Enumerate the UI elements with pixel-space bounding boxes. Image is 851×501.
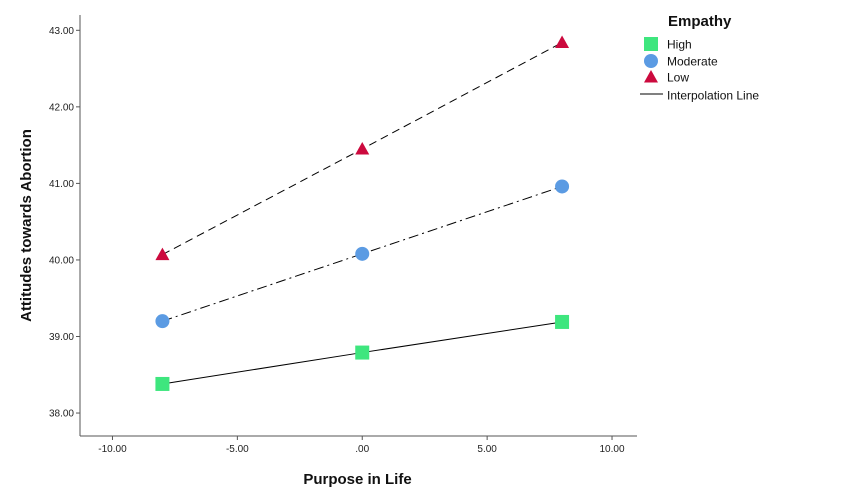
point-moderate [555, 179, 570, 194]
point-moderate [155, 314, 170, 329]
legend-symbol-moderate [644, 54, 658, 68]
x-tick-label: 10.00 [600, 444, 625, 455]
point-high [155, 376, 170, 391]
point-high [555, 314, 570, 329]
point-moderate [355, 246, 370, 261]
legend-label-low: Low [667, 71, 689, 85]
y-tick-label: 41.00 [49, 179, 74, 190]
interpolation-lines [162, 42, 563, 385]
y-tick-label: 38.00 [49, 409, 74, 420]
y-tick-label: 39.00 [49, 332, 74, 343]
legend-symbol-low [644, 70, 658, 83]
x-tick-label: 5.00 [477, 444, 497, 455]
y-tick-label: 43.00 [49, 26, 74, 37]
x-tick-label: -5.00 [226, 444, 249, 455]
legend-label-moderate: Moderate [667, 55, 718, 69]
point-low [155, 247, 170, 261]
tick-labels: 38.00 39.00 40.00 41.00 42.00 43.00 -10.00 -5.0… [49, 26, 625, 455]
point-low [555, 35, 570, 49]
legend: Empathy High Moderate Low Interpolation Lin… [640, 13, 759, 103]
x-tick-label: -10.00 [98, 444, 127, 455]
data-points [155, 35, 570, 391]
y-axis-title: Attitudes towards Abortion [18, 129, 35, 322]
legend-label-high: High [667, 38, 692, 52]
x-axis-title: Purpose in Life [303, 471, 411, 488]
legend-title: Empathy [668, 13, 732, 30]
x-tick-label: .00 [355, 444, 369, 455]
axes [76, 15, 637, 440]
legend-symbol-high [644, 37, 658, 51]
y-tick-label: 42.00 [49, 102, 74, 113]
legend-label-interpolation-line: Interpolation Line [667, 89, 759, 103]
point-low [355, 141, 370, 155]
y-tick-label: 40.00 [49, 255, 74, 266]
point-high [355, 345, 370, 360]
